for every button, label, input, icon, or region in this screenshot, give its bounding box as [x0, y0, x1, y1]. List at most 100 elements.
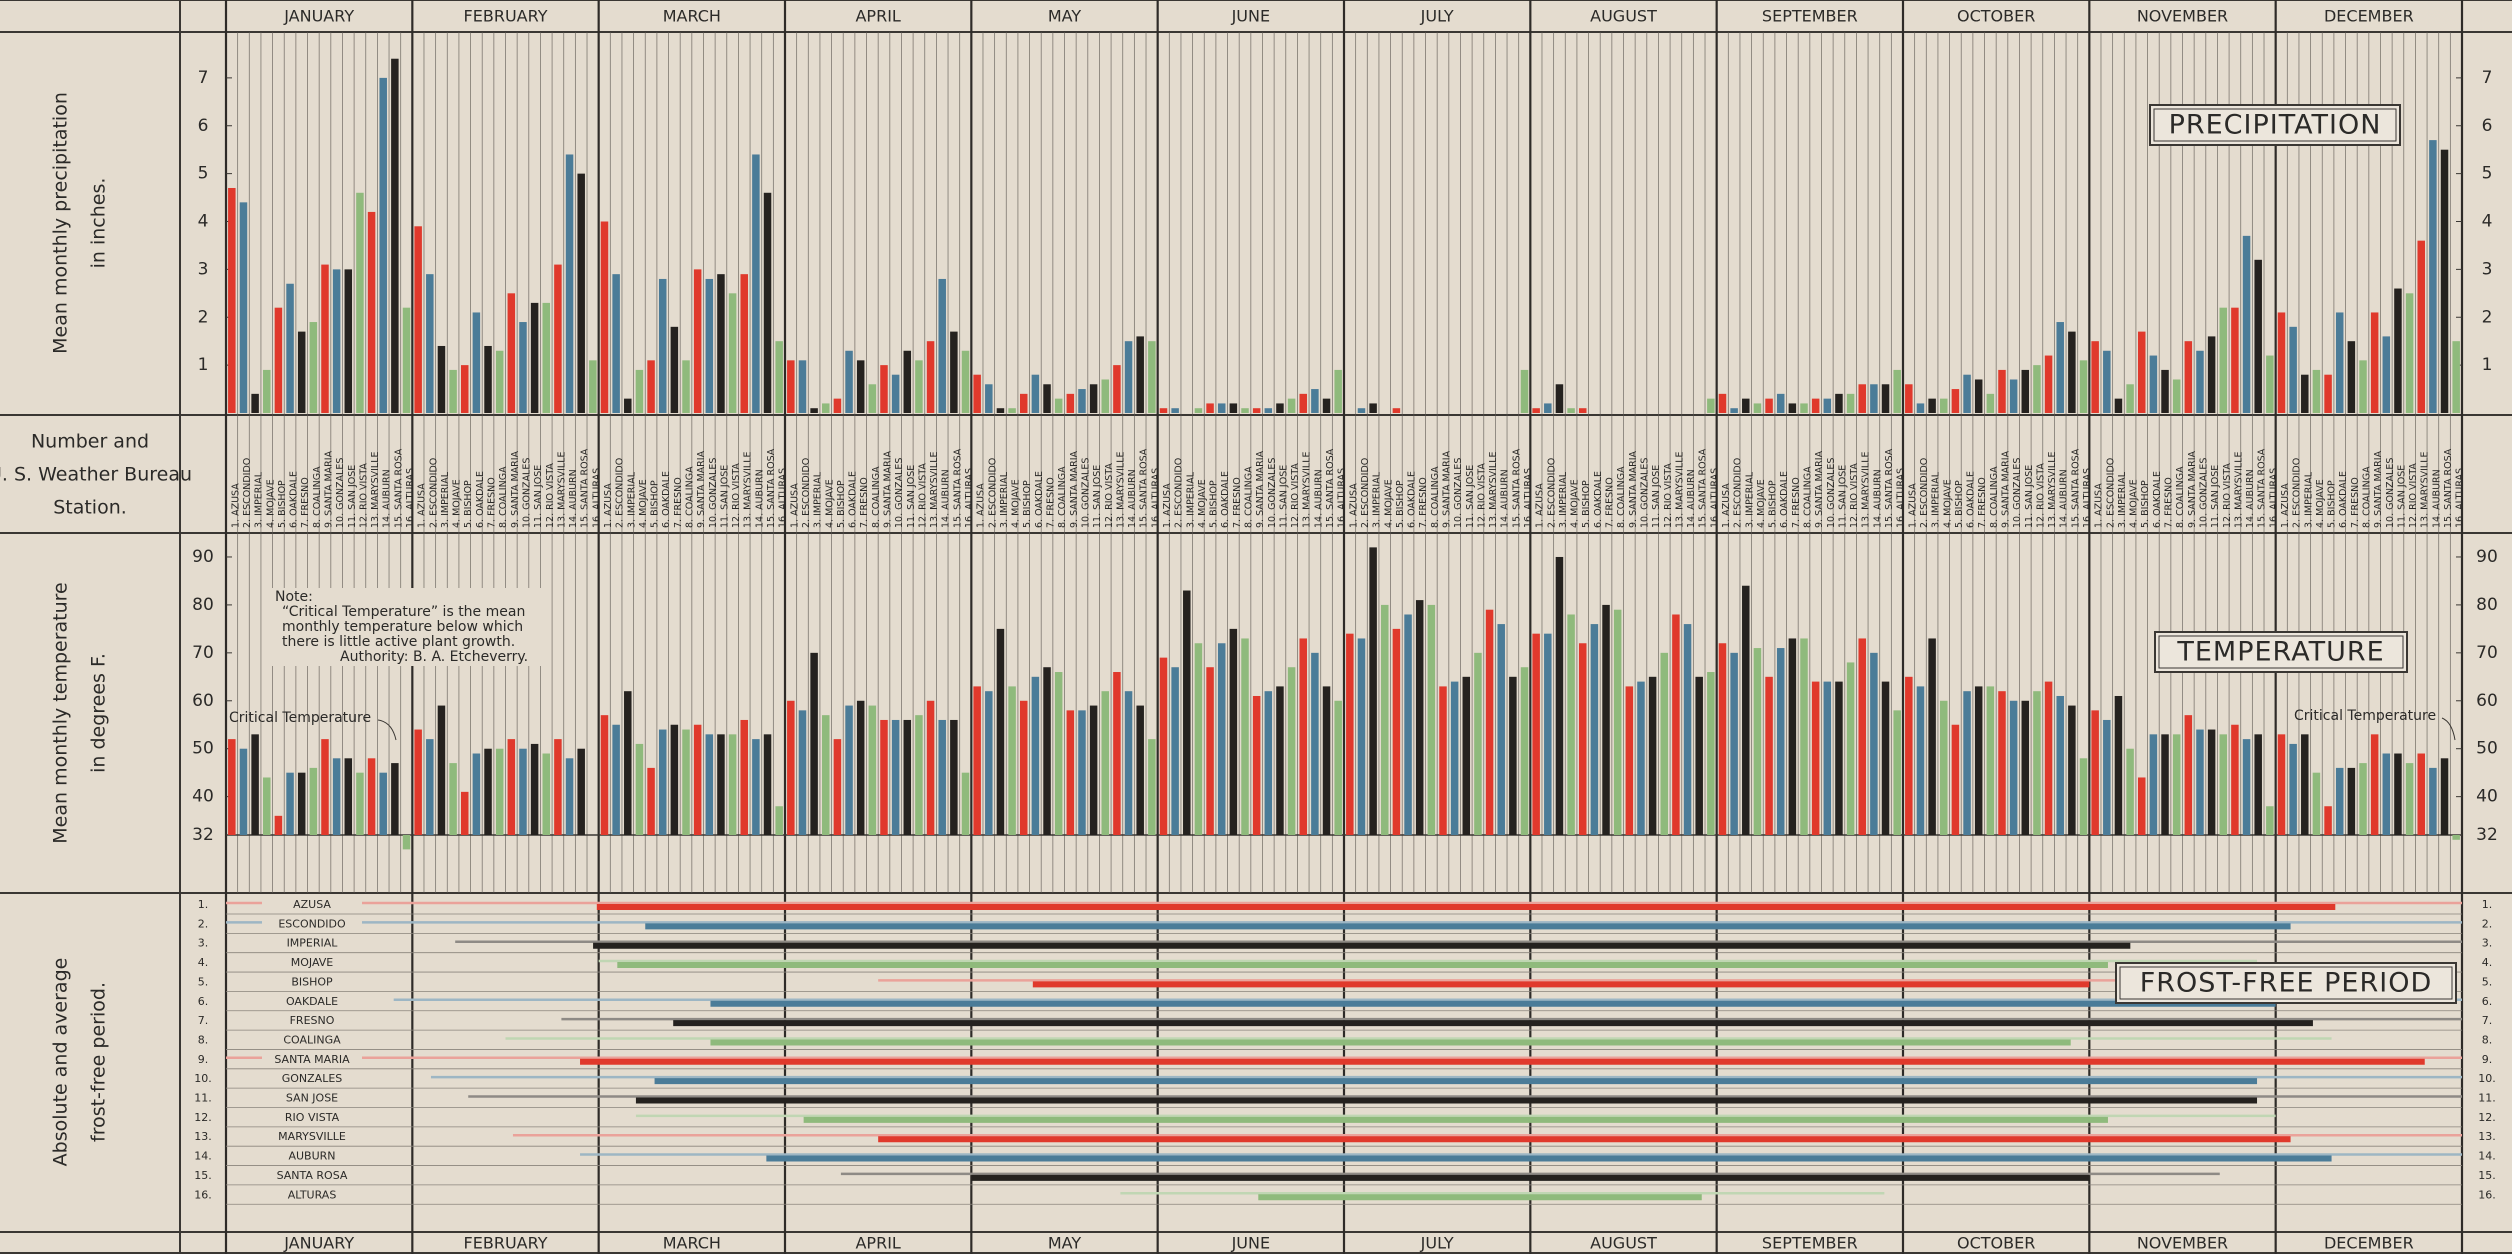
- bar: [880, 719, 888, 835]
- bar: [1730, 652, 1738, 835]
- bar: [1811, 681, 1820, 835]
- station-name: IMPERIAL: [1185, 471, 1196, 516]
- station-label: 1. AZUSA: [230, 483, 241, 528]
- station-name: BISHOP: [2140, 480, 2151, 516]
- bar: [2359, 763, 2367, 835]
- station-number: 7.: [1045, 519, 1056, 528]
- bar: [1183, 590, 1191, 835]
- station-label: 10. GONZALES: [1825, 458, 1836, 528]
- station-number: 1.: [416, 519, 427, 528]
- bar: [1753, 648, 1762, 835]
- bar: [950, 331, 958, 413]
- bar: [263, 777, 271, 835]
- bar: [600, 221, 609, 413]
- bar: [1776, 648, 1785, 835]
- row-number: 16.: [2478, 1188, 2496, 1201]
- bar: [1532, 408, 1540, 413]
- station-label: 16. ALTURAS: [1709, 468, 1720, 528]
- station-name: GONZALES: [1825, 458, 1836, 510]
- station-name: FRESNO: [486, 477, 497, 516]
- station-name: OAKDALE: [474, 471, 485, 516]
- bar: [1194, 643, 1203, 835]
- bar: [2254, 259, 2262, 413]
- bar: [950, 719, 958, 835]
- station-number: 5.: [1767, 519, 1778, 528]
- station-label: 16. ALTURAS: [1150, 468, 1161, 528]
- station-number: 9.: [882, 519, 893, 528]
- bar: [1648, 676, 1657, 835]
- bar: [1532, 633, 1540, 835]
- station-label: 1. AZUSA: [1907, 483, 1918, 528]
- bar: [2277, 312, 2286, 413]
- station-name: OAKDALE: [847, 471, 858, 516]
- station-label: 16. ALTURAS: [1895, 468, 1906, 528]
- station-name: COALINGA: [498, 466, 509, 516]
- bar: [367, 211, 376, 413]
- bar: [1101, 691, 1110, 835]
- bar: [880, 365, 888, 413]
- bar: [1019, 700, 1028, 835]
- station-name: BISHOP: [1767, 480, 1778, 516]
- row-number: 5.: [198, 975, 209, 988]
- bar: [1567, 408, 1575, 413]
- bar: [2056, 695, 2064, 835]
- bar: [379, 77, 387, 413]
- bar: [1718, 643, 1727, 835]
- bar: [1742, 585, 1750, 835]
- station-label: 12. RIO VISTA: [1290, 463, 1301, 528]
- y-tick-label: 4: [2482, 212, 2493, 232]
- bar: [1241, 638, 1249, 835]
- station-number: 10.: [707, 513, 718, 528]
- station-number: 3.: [2303, 519, 2314, 528]
- station-name: MARYSVILLE: [1301, 451, 1312, 509]
- bar: [507, 739, 516, 835]
- y-tick-label: 70: [2476, 643, 2498, 663]
- station-name: BISHOP: [463, 480, 474, 516]
- frost-station-name: BISHOP: [291, 975, 333, 988]
- station-label: 3. IMPERIAL: [998, 471, 1009, 528]
- station-name: GONZALES: [335, 458, 346, 510]
- station-name: SANTA MARIA: [2186, 450, 2197, 515]
- bar: [2405, 763, 2414, 835]
- bar: [1776, 393, 1785, 413]
- bar: [1159, 408, 1168, 413]
- bar: [1800, 638, 1808, 835]
- station-name: MOJAVE: [1942, 479, 1953, 516]
- month-label: OCTOBER: [1957, 7, 2035, 26]
- station-label: 4. MOJAVE: [2128, 479, 2139, 528]
- bar: [822, 403, 830, 413]
- station-label: 4. MOJAVE: [2314, 479, 2325, 528]
- station-name: RIO VISTA: [544, 463, 555, 510]
- station-number: 12.: [1662, 513, 1673, 528]
- station-number: 13.: [2419, 513, 2430, 528]
- station-number: 12.: [2221, 513, 2232, 528]
- station-number: 1.: [1161, 519, 1172, 528]
- station-name: MARYSVILLE: [556, 451, 567, 509]
- bar: [2184, 341, 2193, 413]
- station-name: AUBURN: [2431, 469, 2442, 510]
- station-name: SANTA ROSA: [1138, 448, 1149, 510]
- station-label: 14. AUBURN: [1686, 469, 1697, 528]
- station-name: AUBURN: [940, 469, 951, 510]
- bar: [2137, 331, 2146, 413]
- bar: [2335, 767, 2344, 835]
- note-text: “Critical Temperature” is the mean: [282, 604, 525, 620]
- bar: [1113, 672, 1121, 835]
- bar: [1940, 398, 1948, 413]
- station-name: AZUSA: [1720, 483, 1731, 516]
- station-label: 3. IMPERIAL: [1930, 471, 1941, 528]
- station-name: GONZALES: [1266, 458, 1277, 510]
- bar: [1858, 638, 1866, 835]
- bar: [1392, 408, 1401, 413]
- station-name: MARYSVILLE: [2419, 451, 2430, 509]
- bar: [600, 715, 609, 835]
- station-number: 8.: [1802, 519, 1813, 528]
- bar: [2091, 710, 2099, 835]
- station-label: 12. RIO VISTA: [917, 463, 928, 528]
- bar: [2149, 734, 2158, 835]
- station-name: COALINGA: [1057, 466, 1068, 516]
- y-tick-label: 3: [2482, 259, 2493, 279]
- station-name: RIO VISTA: [1849, 463, 1860, 510]
- station-label: 11. SAN JOSE: [1464, 465, 1475, 528]
